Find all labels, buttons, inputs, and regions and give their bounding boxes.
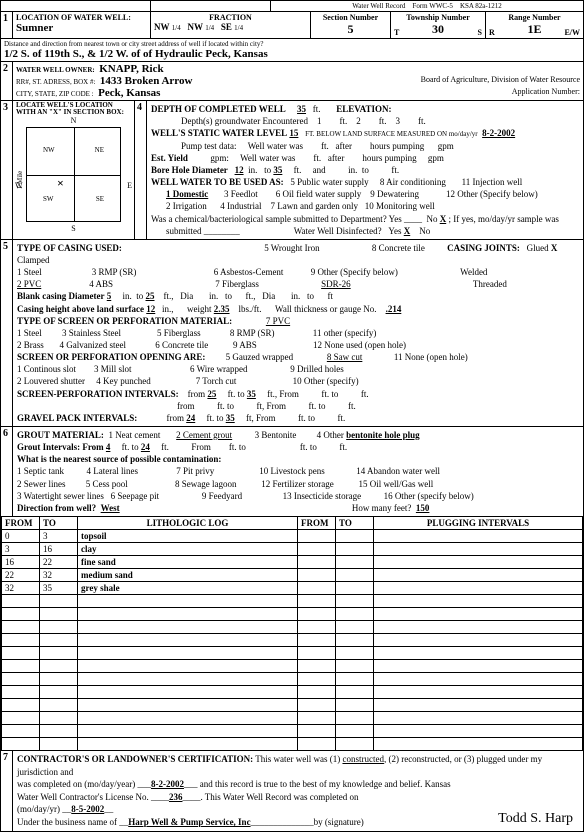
- distance: 1/2 S. of 119th S., & 1/2 W. of of Hydra…: [4, 48, 580, 60]
- litho-table: FROM TO LITHOLOGIC LOG FROM TO PLUGGING …: [1, 516, 583, 751]
- table-row: [2, 724, 583, 737]
- sec5-body: TYPE OF CASING USED: 5 Wrought Iron 8 Co…: [13, 240, 583, 426]
- loc-label: LOCATION OF WATER WELL:: [16, 13, 147, 22]
- table-row: [2, 594, 583, 607]
- sec4-body: DEPTH OF COMPLETED WELL 35 ft. ELEVATION…: [147, 101, 583, 239]
- fractions: NW 1/4 NW 1/4 SE 1/4: [154, 22, 307, 32]
- table-row: [2, 646, 583, 659]
- form-title: Water Well Record Form WWC-5 KSA 82a-121…: [271, 1, 583, 11]
- sec6-body: GROUT MATERIAL: 1 Neat cement 2 Cement g…: [13, 427, 583, 516]
- owner-row: WATER WELL OWNER: KNAPP, Rick: [16, 63, 580, 75]
- sec7-body: CONTRACTOR'S OR LANDOWNER'S CERTIFICATIO…: [13, 751, 583, 831]
- table-row: [2, 659, 583, 672]
- table-row: 2232medium sand: [2, 568, 583, 581]
- table-row: [2, 620, 583, 633]
- sec7-num: 7: [1, 751, 13, 831]
- table-row: [2, 711, 583, 724]
- section: 5: [314, 22, 387, 37]
- range-label: Range Number: [489, 13, 580, 22]
- city-row: CITY, STATE, ZIP CODE : Peck, Kansas App…: [16, 87, 580, 99]
- table-row: [2, 672, 583, 685]
- section-label: Section Number: [314, 13, 387, 22]
- frac-label: FRACTION: [154, 13, 307, 22]
- table-row: 3235grey shale: [2, 581, 583, 594]
- sec2-num: 2: [1, 62, 13, 100]
- west: W: [15, 181, 23, 190]
- col-from: FROM: [2, 516, 40, 529]
- h2: [151, 1, 271, 11]
- sec1-num: 1: [1, 12, 13, 38]
- table-row: [2, 698, 583, 711]
- sec6-num: 6: [1, 427, 13, 516]
- south: S: [16, 224, 131, 233]
- x-mark: ×: [57, 176, 64, 191]
- sec5-num: 5: [1, 240, 13, 426]
- h1: [1, 1, 151, 11]
- loc-box-label: LOCATE WELL'S LOCATION WITH AN "X" IN SE…: [16, 102, 131, 116]
- table-row: 316clay: [2, 542, 583, 555]
- col-plug: PLUGGING INTERVALS: [374, 516, 583, 529]
- form-page: Water Well Record Form WWC-5 KSA 82a-121…: [0, 0, 584, 832]
- range: R1EE/W: [489, 22, 580, 37]
- col-to: TO: [40, 516, 78, 529]
- col-log: LITHOLOGIC LOG: [78, 516, 298, 529]
- table-row: [2, 633, 583, 646]
- sec4-num: 4: [135, 101, 147, 239]
- township: T30S: [394, 22, 482, 37]
- dist-label: Distance and direction from nearest town…: [4, 40, 580, 48]
- sec3-num: 3: [1, 101, 13, 239]
- table-row: 1622fine sand: [2, 555, 583, 568]
- signature: Todd S. Harp: [498, 809, 573, 829]
- table-row: [2, 685, 583, 698]
- addr-row: RR#, ST. ADRESS, BOX #: 1433 Broken Arro…: [16, 75, 580, 87]
- north: N: [16, 116, 131, 125]
- county: Sumner: [16, 22, 147, 34]
- table-row: [2, 607, 583, 620]
- col-to2: TO: [336, 516, 374, 529]
- table-row: [2, 737, 583, 750]
- twp-label: Township Number: [394, 13, 482, 22]
- location-box: NW NE SW SE ×: [26, 127, 121, 222]
- table-row: 03topsoil: [2, 529, 583, 542]
- east: E: [127, 181, 132, 190]
- col-from2: FROM: [298, 516, 336, 529]
